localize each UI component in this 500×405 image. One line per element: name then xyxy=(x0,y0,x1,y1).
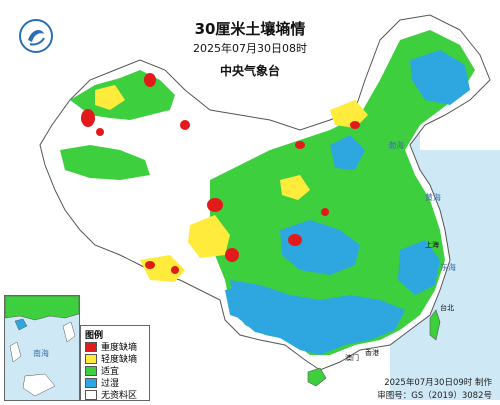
sea-label-east: 东海 xyxy=(440,262,456,272)
taiwan xyxy=(429,309,441,341)
wet-zone-central xyxy=(280,220,360,275)
legend-swatch-adequate xyxy=(85,365,97,376)
map-issuer: 中央气象台 xyxy=(219,64,280,78)
sea-label-yellow: 黄海 xyxy=(425,192,441,202)
sea-label-bohai: 渤海 xyxy=(388,140,404,150)
legend-item-light: 轻度缺墒 xyxy=(85,353,138,365)
hainan xyxy=(307,367,327,387)
city-label-macau: 澳门 xyxy=(345,353,359,362)
legend-title: 图例 xyxy=(85,331,104,341)
legend-item-adequate: 适宜 xyxy=(85,365,120,377)
sea-label-south: 南海 xyxy=(33,348,49,358)
legend-label-wet: 过湿 xyxy=(101,379,120,389)
adequate-zone-south-xinjiang xyxy=(60,145,150,180)
cma-logo-icon xyxy=(19,19,53,53)
light-drought-xinjiang xyxy=(95,85,125,110)
light-drought-north xyxy=(330,100,368,128)
light-drought-center xyxy=(280,175,310,200)
wet-zone-north xyxy=(330,135,365,170)
map-approval-number: 审图号：GS（2019）3082号 xyxy=(377,391,492,401)
wet-zone-northeast xyxy=(410,50,470,105)
legend-label-severe: 重度缺墒 xyxy=(101,343,138,353)
legend-label-light: 轻度缺墒 xyxy=(101,355,138,365)
south-china-sea-inset: 南海 xyxy=(4,295,80,401)
light-drought-tibet xyxy=(188,215,230,258)
production-time: 2025年07月30日09时 制作 xyxy=(384,378,492,388)
legend-swatch-wet xyxy=(85,377,97,388)
legend-swatch-nodata xyxy=(85,389,97,400)
legend-item-wet: 过湿 xyxy=(85,377,120,389)
city-label-shanghai: 上海 xyxy=(425,240,439,249)
city-label-taipei: 台北 xyxy=(440,303,454,312)
legend-swatch-light xyxy=(85,353,97,364)
map-title: 30厘米土壤墒情 xyxy=(194,20,306,38)
legend: 图例 重度缺墒 轻度缺墒 适宜 过湿 无资料区 xyxy=(80,325,150,401)
city-label-hongkong: 香港 xyxy=(365,348,379,357)
map-datetime: 2025年07月30日08时 xyxy=(193,42,307,55)
legend-swatch-severe xyxy=(85,341,97,352)
wet-zone-southwest xyxy=(225,285,255,320)
inset-map: 南海 xyxy=(5,296,79,397)
severe-drought-areas xyxy=(81,73,360,274)
legend-label-nodata: 无资料区 xyxy=(101,391,138,401)
wet-zone-east xyxy=(398,240,440,295)
legend-item-nodata: 无资料区 xyxy=(85,389,138,401)
legend-label-adequate: 适宜 xyxy=(101,367,120,377)
wet-zone-south xyxy=(230,280,405,355)
legend-item-severe: 重度缺墒 xyxy=(85,341,138,353)
